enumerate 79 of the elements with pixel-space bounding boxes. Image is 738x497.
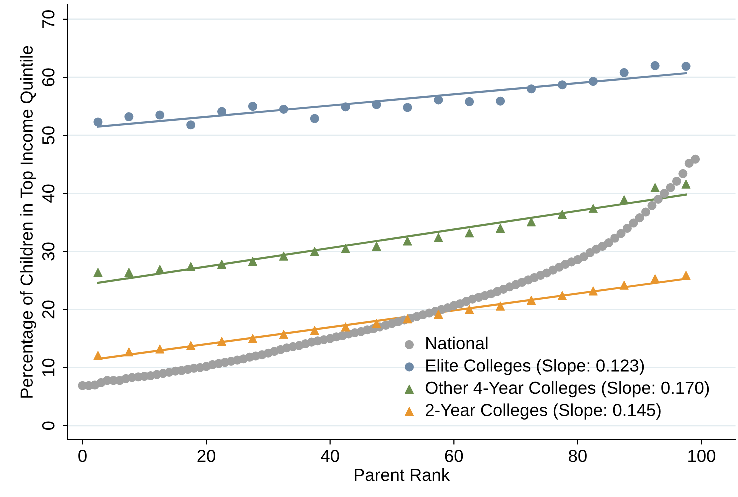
point bbox=[218, 337, 227, 346]
y-tick-label: 20 bbox=[42, 300, 55, 319]
point bbox=[620, 196, 629, 205]
legend-label: Other 4-Year Colleges (Slope: 0.170) bbox=[426, 381, 710, 398]
point bbox=[620, 280, 629, 290]
point bbox=[527, 84, 536, 94]
point bbox=[465, 305, 474, 314]
legend-label: 2-Year Colleges (Slope: 0.145) bbox=[426, 404, 661, 420]
point bbox=[156, 110, 165, 120]
x-tick-label: 60 bbox=[445, 450, 464, 462]
point bbox=[527, 296, 536, 306]
point bbox=[372, 319, 382, 328]
point bbox=[310, 247, 320, 256]
point bbox=[558, 210, 567, 220]
x-tick-label: 100 bbox=[688, 450, 716, 462]
point bbox=[588, 77, 598, 86]
point bbox=[682, 271, 691, 280]
point bbox=[248, 257, 258, 266]
point bbox=[248, 334, 258, 344]
point bbox=[94, 268, 103, 278]
y-axis-title: Percentage of Children in Top Income Quintile bbox=[20, 46, 36, 398]
point bbox=[341, 322, 350, 332]
point bbox=[186, 120, 196, 130]
point bbox=[156, 344, 165, 354]
y-tick-label: 10 bbox=[42, 358, 55, 376]
point bbox=[558, 291, 567, 300]
y-tick-label: 0 bbox=[42, 422, 55, 430]
point bbox=[124, 348, 134, 357]
x-axis-title: Parent Rank bbox=[355, 468, 450, 482]
point bbox=[682, 180, 691, 189]
point bbox=[186, 262, 196, 272]
point bbox=[341, 102, 350, 112]
point bbox=[527, 218, 536, 227]
point bbox=[279, 104, 288, 114]
point bbox=[341, 244, 350, 254]
point bbox=[620, 68, 629, 78]
x-tick-label: 80 bbox=[569, 450, 587, 462]
point bbox=[650, 183, 660, 192]
y-tick-label: 50 bbox=[42, 126, 55, 145]
x-tick-label: 0 bbox=[78, 450, 87, 462]
legend-label: National bbox=[426, 336, 488, 350]
point bbox=[496, 224, 506, 234]
point bbox=[588, 286, 598, 296]
point bbox=[588, 204, 598, 214]
y-tick-label: 60 bbox=[42, 68, 55, 86]
point bbox=[124, 112, 134, 122]
point bbox=[372, 100, 382, 110]
point bbox=[682, 62, 691, 72]
y-tick-label: 30 bbox=[42, 242, 55, 261]
point bbox=[496, 96, 506, 106]
point bbox=[310, 326, 320, 336]
point bbox=[372, 242, 382, 252]
point bbox=[248, 102, 258, 112]
point bbox=[403, 103, 412, 112]
point bbox=[124, 268, 134, 278]
legend-label: Elite Colleges (Slope: 0.123) bbox=[426, 359, 644, 376]
point bbox=[650, 274, 660, 284]
point bbox=[94, 351, 103, 360]
point bbox=[403, 236, 412, 246]
x-tick-label: 40 bbox=[321, 450, 340, 462]
point bbox=[496, 302, 506, 311]
point bbox=[434, 96, 444, 105]
x-tick-label: 20 bbox=[198, 450, 216, 462]
point bbox=[279, 330, 288, 340]
point bbox=[434, 233, 444, 242]
point bbox=[94, 118, 103, 127]
point bbox=[279, 252, 288, 261]
point bbox=[465, 228, 474, 238]
point bbox=[650, 61, 660, 70]
point bbox=[558, 80, 567, 90]
y-tick-label: 40 bbox=[42, 184, 55, 203]
y-tick-label: 70 bbox=[42, 10, 55, 28]
point bbox=[434, 310, 444, 319]
point bbox=[156, 265, 165, 274]
point bbox=[465, 97, 474, 106]
point bbox=[218, 260, 227, 270]
point bbox=[310, 114, 320, 124]
point bbox=[403, 314, 412, 324]
point bbox=[186, 341, 196, 350]
